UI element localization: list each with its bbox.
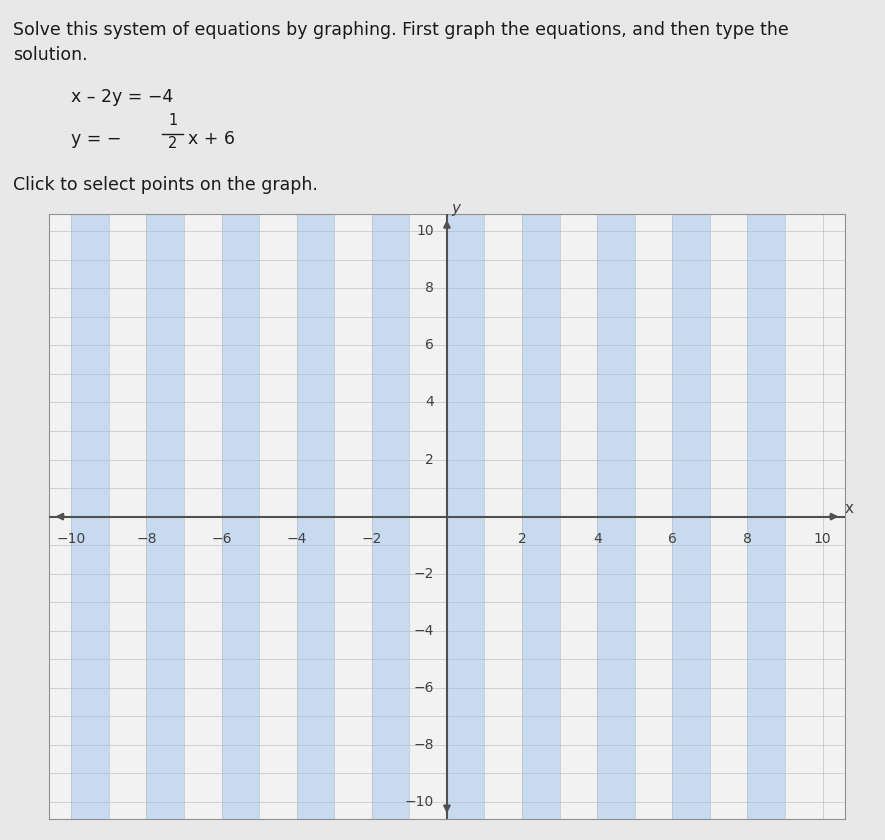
Bar xyxy=(71,214,109,819)
Text: 10: 10 xyxy=(814,533,831,546)
Text: −4: −4 xyxy=(413,624,434,638)
Text: −2: −2 xyxy=(362,533,382,546)
Text: −10: −10 xyxy=(57,533,86,546)
Text: 6: 6 xyxy=(668,533,677,546)
Text: −6: −6 xyxy=(413,680,434,695)
Text: 10: 10 xyxy=(416,224,434,239)
Text: −2: −2 xyxy=(413,567,434,580)
Text: −10: −10 xyxy=(404,795,434,809)
Bar xyxy=(372,214,410,819)
Bar xyxy=(597,214,635,819)
Bar xyxy=(673,214,710,819)
Text: 4: 4 xyxy=(593,533,602,546)
Text: 2: 2 xyxy=(518,533,527,546)
Text: −8: −8 xyxy=(413,738,434,752)
Text: 2: 2 xyxy=(168,136,177,151)
Text: −6: −6 xyxy=(212,533,232,546)
Text: 4: 4 xyxy=(425,396,434,409)
Bar xyxy=(296,214,335,819)
Text: 1: 1 xyxy=(168,113,177,128)
Text: 6: 6 xyxy=(425,339,434,353)
Bar xyxy=(522,214,559,819)
Text: x – 2y = −4: x – 2y = −4 xyxy=(71,88,173,106)
Text: x: x xyxy=(844,501,853,516)
Text: −8: −8 xyxy=(136,533,157,546)
Bar xyxy=(146,214,184,819)
Bar xyxy=(447,214,484,819)
Text: 2: 2 xyxy=(425,453,434,466)
Text: 8: 8 xyxy=(743,533,752,546)
Text: Solve this system of equations by graphing. First graph the equations, and then : Solve this system of equations by graphi… xyxy=(13,21,789,39)
Text: x + 6: x + 6 xyxy=(188,130,235,148)
Bar xyxy=(748,214,785,819)
Text: y: y xyxy=(452,201,461,216)
Text: solution.: solution. xyxy=(13,46,88,64)
Text: Click to select points on the graph.: Click to select points on the graph. xyxy=(13,176,318,194)
Text: 8: 8 xyxy=(425,281,434,296)
Bar xyxy=(221,214,259,819)
Text: y = −: y = − xyxy=(71,130,121,148)
Text: −4: −4 xyxy=(287,533,307,546)
